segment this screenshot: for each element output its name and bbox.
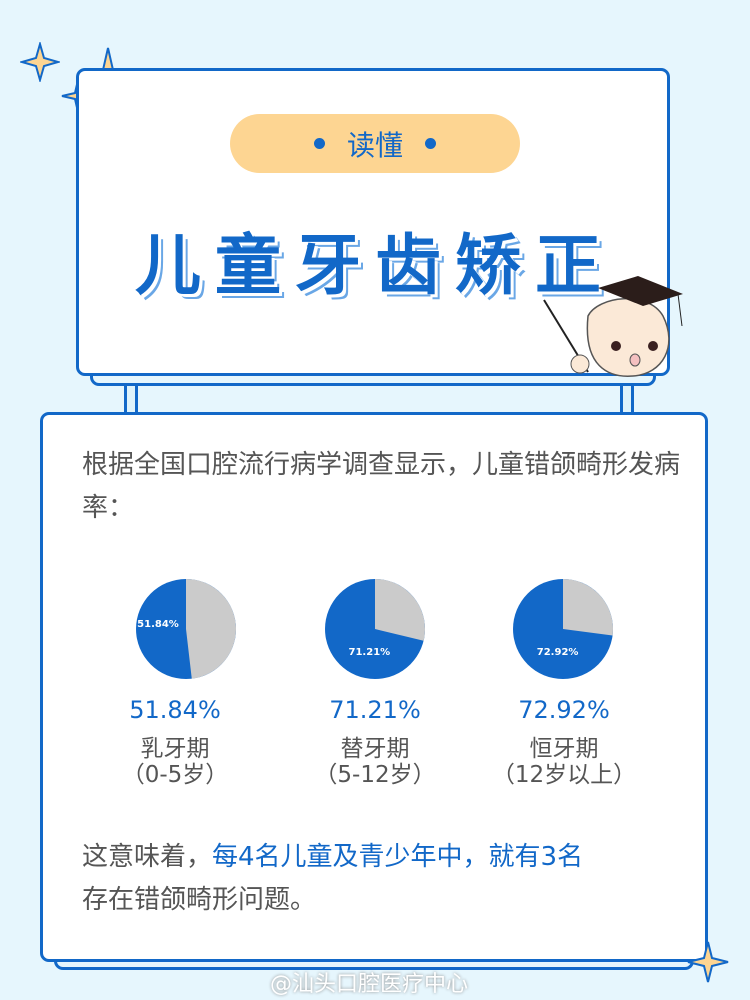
badge: 读懂 (230, 114, 520, 173)
pie-slice-rest (186, 579, 236, 679)
pie-slice-rest (563, 579, 613, 636)
stage-range: （0-5岁） (121, 762, 229, 788)
pie-data-label: 51.84% (137, 619, 179, 630)
pie-chart-0: 51.84% (136, 579, 236, 679)
conclusion-prefix: 这意味着， (82, 842, 213, 872)
dot-icon (313, 138, 325, 149)
sparkle-icon (20, 42, 60, 82)
content-card (40, 412, 708, 962)
conclusion-highlight: 每4名儿童及青少年中，就有3名 (212, 842, 584, 872)
sparkle-icon (687, 941, 729, 983)
stage-label: 乳牙期 （0-5岁） (75, 736, 275, 788)
stage-name: 恒牙期 (529, 736, 599, 762)
stage-label: 恒牙期 （12岁以上） (464, 736, 664, 788)
stage-name: 替牙期 (340, 736, 410, 762)
conclusion-suffix: 存在错颌畸形问题。 (82, 885, 317, 915)
card-post (124, 386, 138, 416)
stage-range: （5-12岁） (314, 762, 436, 788)
stage-label: 替牙期 （5-12岁） (275, 736, 475, 788)
pie-slice-rest (375, 579, 425, 641)
conclusion-text: 这意味着，每4名儿童及青少年中，就有3名存在错颌畸形问题。 (82, 836, 682, 922)
pie-data-label: 72.92% (537, 647, 579, 658)
stage-name: 乳牙期 (140, 736, 210, 762)
page-title: 儿童牙齿矫正 (135, 227, 615, 304)
pie-value: 72.92% (518, 696, 610, 724)
intro-text: 根据全国口腔流行病学调查显示，儿童错颌畸形发病率： (82, 450, 681, 523)
pie-chart-1: 71.21% (325, 579, 425, 679)
pie-chart-2: 72.92% (513, 579, 613, 679)
pie-value: 71.21% (329, 696, 421, 724)
card-post (620, 386, 634, 416)
dot-icon (425, 138, 436, 149)
watermark: @汕头口腔医疗中心 (270, 972, 469, 997)
badge-label: 读懂 (346, 128, 403, 162)
stage-range: （12岁以上） (491, 762, 637, 788)
pie-data-label: 71.21% (349, 647, 391, 658)
pie-value: 51.84% (129, 696, 221, 724)
tooth-mascot-icon (543, 276, 683, 377)
